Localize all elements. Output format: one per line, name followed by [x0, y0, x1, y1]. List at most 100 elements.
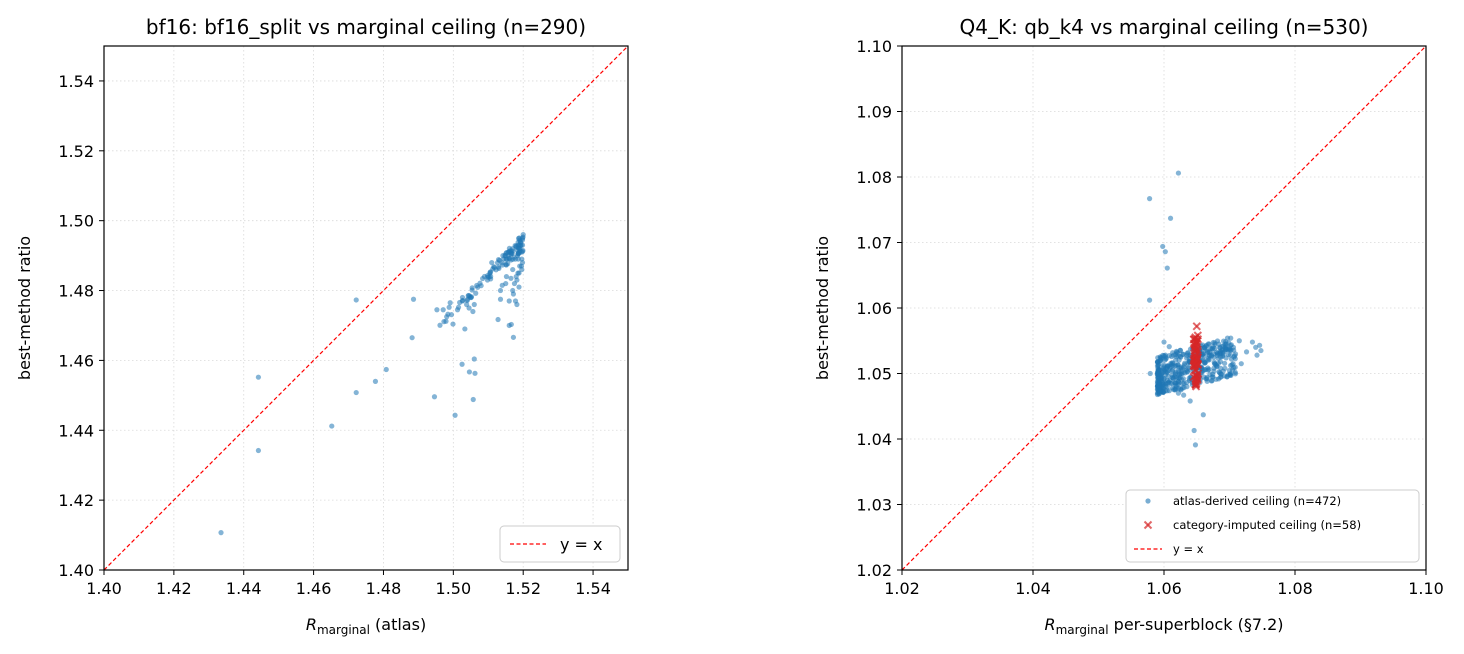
right-legend-label-imputed: category-imputed ceiling (n=58): [1173, 518, 1361, 532]
right-data-point: [1207, 353, 1213, 359]
left-data-point: [516, 270, 522, 276]
left-x-axis-label: Rmarginal (atlas): [306, 615, 426, 637]
left-y-tick-label: 1.54: [58, 72, 94, 91]
left-data-point: [473, 290, 479, 296]
left-data-point: [410, 296, 417, 302]
right-data-point: [1156, 385, 1162, 391]
right-data-point: [1173, 380, 1179, 386]
left-data-point: [459, 298, 466, 304]
left-data-point: [505, 249, 512, 255]
right-data-point: [1164, 265, 1170, 271]
right-data-point: [1184, 379, 1190, 386]
left-data-point: [480, 275, 486, 282]
right-data-point: [1225, 352, 1232, 358]
left-data-point: [440, 307, 446, 313]
right-data-point: [1169, 360, 1175, 366]
left-data-point: [470, 396, 476, 403]
right-x-tick-label: 1.08: [1277, 579, 1313, 598]
left-data-point: [515, 253, 521, 259]
left-data-point: [462, 326, 468, 332]
right-data-point: [1203, 347, 1209, 353]
right-data-point: [1220, 347, 1226, 353]
left-y-tick-label: 1.44: [58, 421, 94, 440]
right-data-point: [1164, 370, 1170, 376]
right-data-point: [1228, 356, 1235, 362]
left-x-axis-label-sub: marginal: [317, 623, 370, 637]
left-x-tick-label: 1.46: [296, 579, 332, 598]
right-imputed-point: [1191, 334, 1200, 344]
right-data-point: [1166, 344, 1172, 350]
right-scatter-points: [1146, 170, 1264, 448]
right-data-point: [1164, 388, 1170, 394]
left-data-point: [434, 307, 440, 313]
left-data-point: [510, 287, 516, 294]
left-data-point: [468, 294, 475, 300]
right-data-point: [1173, 348, 1179, 354]
left-y-tick-label: 1.48: [58, 282, 94, 301]
left-y-tick-label: 1.52: [58, 142, 94, 161]
right-data-point: [1162, 249, 1168, 255]
right-y-tick-label: 1.04: [856, 430, 892, 449]
left-grid: [103, 46, 628, 571]
right-data-point: [1167, 380, 1174, 386]
right-data-point: [1171, 352, 1177, 358]
left-data-point: [452, 412, 458, 418]
right-y-tick-label: 1.02: [856, 561, 892, 580]
right-data-point: [1212, 361, 1218, 367]
left-data-point: [464, 297, 470, 304]
right-data-point: [1208, 378, 1215, 384]
left-data-point: [519, 256, 525, 262]
right-data-point: [1254, 352, 1260, 358]
left-data-point: [508, 275, 514, 281]
right-data-point: [1226, 367, 1233, 374]
right-data-point: [1201, 353, 1207, 359]
right-data-point: [1161, 339, 1167, 345]
right-data-point: [1176, 357, 1182, 363]
left-data-point: [511, 280, 518, 287]
left-data-point: [471, 301, 477, 308]
left-data-point: [517, 263, 523, 269]
right-data-point: [1167, 215, 1174, 221]
right-y-tick-label: 1.05: [856, 365, 892, 384]
right-imputed-point: [1191, 382, 1201, 391]
left-data-point: [497, 287, 504, 294]
left-data-point: [494, 260, 501, 266]
right-data-point: [1207, 371, 1213, 377]
left-data-point: [450, 321, 456, 327]
left-data-point: [489, 259, 495, 266]
left-y-tick-label: 1.50: [58, 212, 94, 231]
left-data-point: [503, 273, 510, 280]
right-legend-label-identity: y = x: [1173, 542, 1204, 556]
right-data-point: [1238, 361, 1244, 367]
right-data-point: [1222, 365, 1228, 371]
left-x-tick-label: 1.44: [226, 579, 262, 598]
right-y-axis-label: best-method ratio: [813, 236, 832, 380]
right-data-point: [1218, 371, 1224, 377]
left-data-point: [431, 394, 438, 400]
left-data-point: [470, 308, 476, 315]
left-data-point: [518, 249, 525, 255]
right-data-point: [1210, 344, 1216, 350]
right-data-point: [1214, 352, 1220, 359]
left-x-tick-label: 1.48: [366, 579, 402, 598]
right-data-point: [1257, 342, 1263, 348]
left-data-point: [353, 389, 359, 396]
left-data-point: [520, 232, 526, 238]
right-data-point: [1175, 170, 1182, 176]
right-data-point: [1206, 357, 1212, 363]
left-data-point: [466, 305, 472, 311]
right-imputed-point: [1191, 371, 1200, 380]
right-data-point: [1155, 373, 1161, 379]
left-y-axis-label: best-method ratio: [15, 236, 34, 380]
right-data-point: [1227, 372, 1233, 378]
left-data-point: [437, 322, 443, 328]
right-y-tick-label: 1.03: [856, 496, 892, 515]
left-data-point: [472, 370, 478, 376]
left-x-tick-label: 1.40: [86, 579, 122, 598]
right-y-ticks: 1.02 1.03 1.04 1.05 1.06 1.07 1.08 1.09 1.10: [856, 37, 902, 580]
left-data-point: [255, 447, 262, 454]
left-data-point: [510, 266, 516, 273]
right-data-point: [1172, 363, 1178, 369]
left-y-tick-label: 1.42: [58, 491, 94, 510]
right-imputed-point: [1189, 359, 1199, 369]
